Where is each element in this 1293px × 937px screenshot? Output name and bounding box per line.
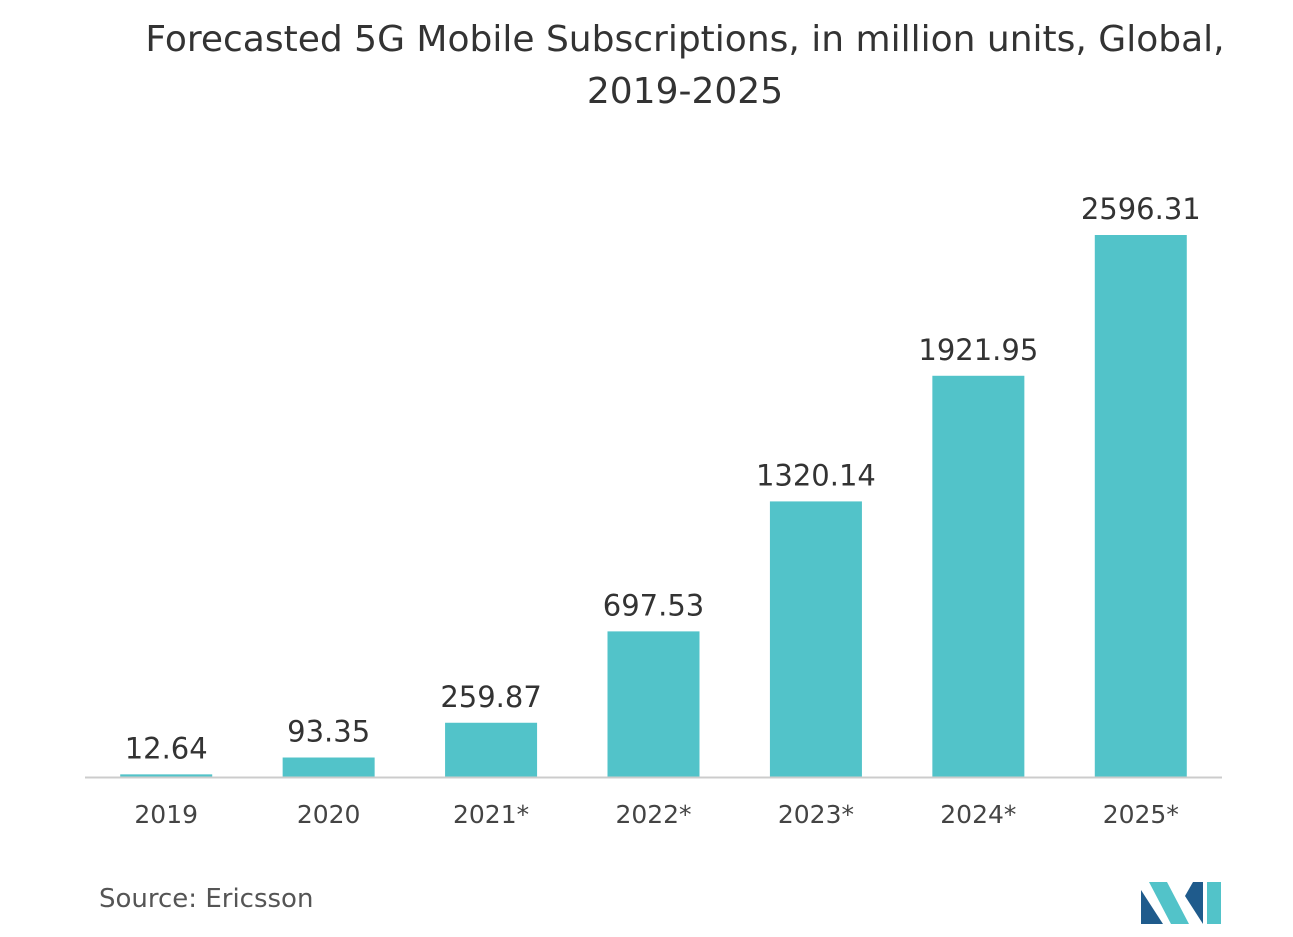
bar [769, 501, 862, 777]
x-tick-label: 2020 [297, 800, 361, 829]
bar [445, 722, 538, 777]
x-tick-label: 2022* [615, 800, 691, 829]
bar [120, 774, 213, 777]
bar [932, 375, 1025, 777]
data-label: 1320.14 [756, 458, 876, 492]
data-label: 697.53 [603, 588, 704, 622]
logo-far-right-shape [1207, 882, 1221, 924]
source-note: Source: Ericsson [99, 884, 314, 914]
x-tick-label: 2024* [940, 800, 1016, 829]
data-label: 93.35 [287, 715, 370, 749]
x-tick-label: 2023* [778, 800, 854, 829]
bar [1094, 235, 1187, 777]
data-label: 2596.31 [1081, 192, 1201, 226]
x-tick-label: 2019 [134, 800, 198, 829]
data-label: 259.87 [440, 680, 541, 714]
x-tick-label: 2025* [1103, 800, 1179, 829]
logo-right-shape [1185, 882, 1203, 924]
logo-middle-shape [1149, 882, 1189, 924]
chart-title: Forecasted 5G Mobile Subscriptions, in m… [145, 19, 1225, 112]
x-tick-label: 2021* [453, 800, 529, 829]
data-label: 1921.95 [918, 333, 1038, 367]
bar [282, 757, 375, 777]
mordor-intelligence-logo-icon [1141, 882, 1221, 924]
bar [607, 631, 700, 777]
data-label: 12.64 [125, 731, 208, 765]
logo-left-shape [1141, 890, 1163, 924]
